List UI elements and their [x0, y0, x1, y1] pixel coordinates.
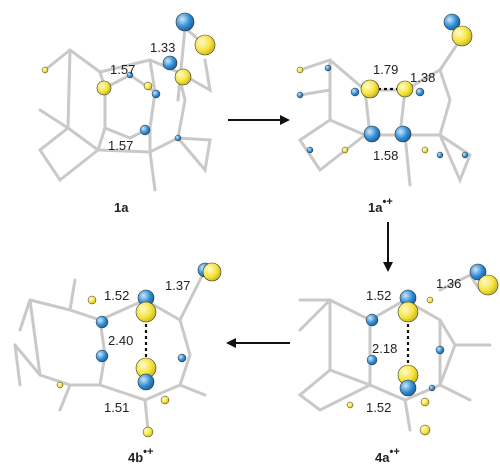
- bond-length-label: 1.57: [108, 138, 133, 153]
- carbon-atom: [96, 80, 112, 96]
- carbon-atom: [397, 301, 419, 323]
- carbon-atom: [135, 301, 157, 323]
- structure-1a-radical-cation: 1.38 1.79 1.58 1a•+: [296, 13, 473, 215]
- hydrogen-atom: [428, 384, 436, 392]
- hydrogen-atom: [126, 71, 134, 79]
- bond-length-label: 1.58: [373, 148, 398, 163]
- bond-length-label: 1.38: [410, 70, 435, 85]
- atoms: [56, 262, 222, 438]
- carbon-atom: [177, 353, 187, 363]
- carbon-atom: [435, 345, 445, 355]
- bond-length-label: 1.51: [104, 400, 129, 415]
- carbon-atom: [365, 313, 379, 327]
- oxygen-atom: [477, 274, 499, 296]
- structure-4a-radical-cation: 1.36 1.52 2.18 1.52 4a•+: [297, 263, 499, 465]
- carbon-atom: [399, 379, 417, 397]
- atoms: [41, 12, 216, 142]
- hydrogen-atom: [296, 66, 304, 74]
- carbon-atom: [162, 55, 178, 71]
- bond-framework: [37, 26, 212, 192]
- structure-label: 1a: [114, 200, 129, 215]
- bond-length-label: 1.57: [110, 62, 135, 77]
- hydrogen-atom: [160, 395, 170, 405]
- bond-length-label: 1.33: [150, 40, 175, 55]
- carbon-atom: [394, 125, 412, 143]
- structure-label-name: 4a: [375, 450, 390, 465]
- structure-label-charge: •+: [143, 446, 153, 458]
- carbon-atom: [360, 79, 380, 99]
- structure-label-charge: •+: [389, 446, 399, 458]
- carbon-atom: [174, 134, 182, 142]
- bond-length-label: 1.79: [373, 62, 398, 77]
- hydrogen-atom: [346, 401, 354, 409]
- oxygen-atom: [194, 34, 216, 56]
- carbon-atom: [95, 315, 109, 329]
- structure-label: 4b•+: [128, 446, 153, 465]
- oxygen-atom: [419, 424, 431, 436]
- atoms: [296, 13, 473, 159]
- structure-label-name: 4b: [128, 450, 143, 465]
- hydrogen-atom: [306, 146, 314, 154]
- hydrogen-atom: [461, 151, 469, 159]
- bond-length-label: 1.37: [165, 278, 190, 293]
- sulfur-atom: [469, 263, 487, 281]
- structure-label-name: 1a: [368, 200, 383, 215]
- carbon-atom: [137, 373, 155, 391]
- structure-label: 1a•+: [368, 196, 393, 215]
- carbon-atom: [366, 354, 378, 366]
- hydrogen-atom: [87, 295, 97, 305]
- oxygen-atom: [142, 426, 154, 438]
- hydrogen-atom: [421, 146, 429, 154]
- hydrogen-atom: [296, 91, 304, 99]
- bond-length-label: 2.18: [372, 341, 397, 356]
- structure-1a: 1.33 1.57 1.57 1a: [37, 12, 216, 215]
- sulfur-atom: [443, 13, 461, 31]
- structure-label: 4a•+: [375, 446, 400, 465]
- bond-length-label: 1.52: [366, 288, 391, 303]
- carbon-atom: [415, 87, 425, 97]
- hydrogen-atom: [420, 397, 430, 407]
- hydrogen-atom: [341, 146, 349, 154]
- hydrogen-atom: [41, 66, 49, 74]
- bond-length-label: 1.36: [436, 276, 461, 291]
- carbon-atom: [95, 349, 109, 363]
- hydrogen-atom: [324, 64, 332, 72]
- sulfur-atom: [175, 12, 195, 32]
- bond-framework: [297, 23, 472, 187]
- bond-length-label: 1.52: [366, 400, 391, 415]
- carbon-atom: [174, 68, 192, 86]
- structure-4b-radical-cation: 1.37 1.52 2.40 1.51 4b•+: [13, 262, 222, 465]
- carbon-atom: [143, 81, 153, 91]
- bond-framework: [297, 273, 492, 432]
- hydrogen-atom: [426, 296, 434, 304]
- carbon-atom: [350, 87, 360, 97]
- oxygen-atom: [451, 25, 473, 47]
- hydrogen-atom: [56, 381, 64, 389]
- bond-length-label: 2.40: [108, 333, 133, 348]
- structure-label-charge: •+: [382, 196, 392, 208]
- bond-length-label: 1.52: [104, 288, 129, 303]
- carbon-atom: [396, 80, 414, 98]
- oxygen-atom: [202, 262, 222, 282]
- carbon-atom: [363, 125, 381, 143]
- hydrogen-atom: [436, 151, 444, 159]
- carbon-atom: [139, 124, 151, 136]
- atoms: [346, 263, 499, 436]
- carbon-atom: [151, 89, 161, 99]
